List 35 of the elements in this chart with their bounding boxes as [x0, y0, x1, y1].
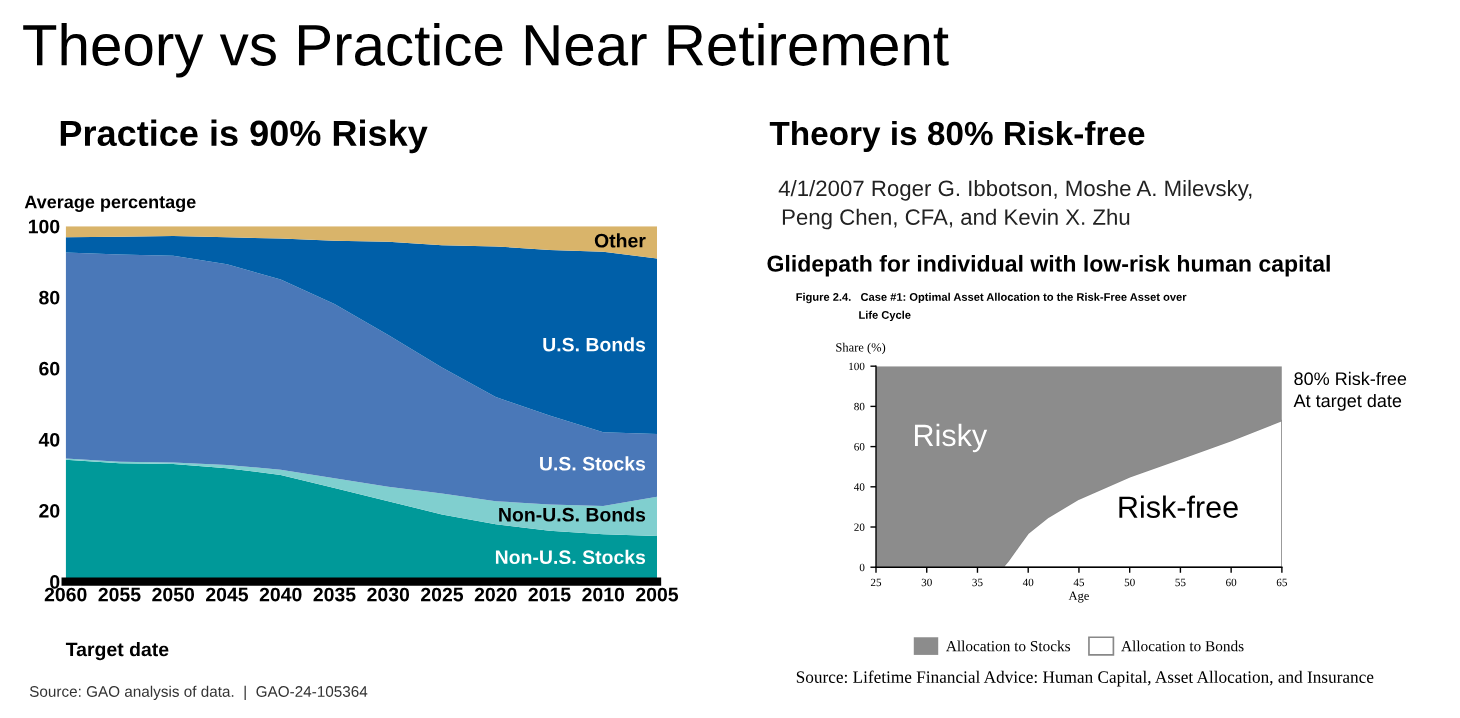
text: 80% Risk-free At target date [1293, 371, 1407, 411]
chart-title: Theory is 80% Risk-free [769, 120, 1145, 152]
x-tick-label: 2050 [152, 587, 195, 602]
x-tick-label: 2040 [259, 587, 302, 602]
text: Peng Chen, CFA, and Kevin X. Zhu [782, 208, 1130, 230]
annotation: Risky [915, 423, 988, 453]
y-tick-label: 0 [50, 575, 60, 589]
series-label: Other [594, 233, 646, 248]
x-tick-label: 2035 [313, 587, 356, 602]
y-tick-label: 40 [38, 432, 60, 447]
y-tick-label: 100 [28, 219, 60, 234]
x-tick-label: 2030 [367, 587, 410, 602]
series-label: U.S. Stocks [540, 456, 646, 471]
annotation: Risk-free [1119, 495, 1238, 518]
text: Theory vs Practice Near Retirement [23, 23, 949, 78]
y-axis-title: Average percentage [24, 195, 196, 212]
y-tick-label: 80 [39, 290, 60, 305]
y-tick-label: 20 [39, 503, 60, 518]
x-tick-label: 2045 [206, 587, 249, 602]
x-tick-label: 2020 [474, 587, 517, 602]
chart-subtitle: Glidepath for individual with low-risk human capital [767, 254, 1330, 277]
x-axis-title: Target date [65, 642, 169, 661]
x-tick-label: 2015 [528, 587, 571, 602]
series-label: Non-U.S. Stocks [495, 549, 646, 565]
x-tick-label: 2055 [98, 587, 141, 602]
x-tick-label: 2005 [636, 587, 679, 602]
y-tick-label: 60 [39, 361, 60, 376]
source-note: Source: Lifetime Financial Advice: Human Capital, Asset Allocation, and Insurance [796, 670, 1374, 687]
text: 4/1/2007 Roger G. Ibbotson, Moshe A. Milevsky, [778, 179, 1252, 201]
x-tick-label: 2025 [421, 587, 464, 602]
x-tick-label: 2010 [582, 587, 625, 602]
chart-title: Practice is 90% Risky [60, 119, 428, 154]
series-label: U.S. Bonds [543, 337, 646, 352]
x-tick-label: 2060 [44, 587, 87, 602]
series-label: Non-U.S. Bonds [499, 507, 646, 522]
